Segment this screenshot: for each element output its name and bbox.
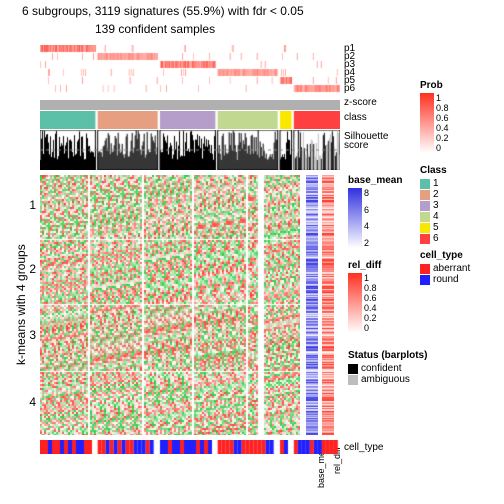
legend-status: Status (barplots) confident ambiguous <box>348 350 427 385</box>
p-rows <box>40 45 340 93</box>
silh-label: Silhouettescore <box>344 132 388 150</box>
celltype-label: cell_type <box>344 442 383 453</box>
class-bar <box>40 111 340 129</box>
base-mean-strip <box>306 175 318 435</box>
title-sub: 139 confident samples <box>95 22 215 36</box>
legend-celltype: cell_type aberrant round <box>420 250 470 285</box>
p6-label: p6 <box>344 83 355 94</box>
cell-type-bar <box>40 440 340 454</box>
row-label-2: 2 <box>24 262 36 276</box>
zscore-label: z-score <box>344 97 377 108</box>
zscore-bar <box>40 100 340 110</box>
row-label-1: 1 <box>24 198 36 212</box>
row-label-4: 4 <box>24 395 36 409</box>
class-label: class <box>344 112 367 123</box>
silhouette <box>40 130 340 170</box>
rel-diff-strip <box>322 175 334 435</box>
legend-class: Class 123456 <box>420 165 447 244</box>
row-label-3: 3 <box>24 328 36 342</box>
title-main: 6 subgroups, 3119 signatures (55.9%) wit… <box>22 4 304 18</box>
legend-basemean: base_mean 86 42 <box>348 175 402 248</box>
heatmap <box>40 175 300 435</box>
legend-prob: Prob 10.8 0.60.4 0.20 <box>420 80 449 153</box>
legend-reldiff: rel_diff 10.8 0.60.4 0.20 <box>348 260 381 333</box>
